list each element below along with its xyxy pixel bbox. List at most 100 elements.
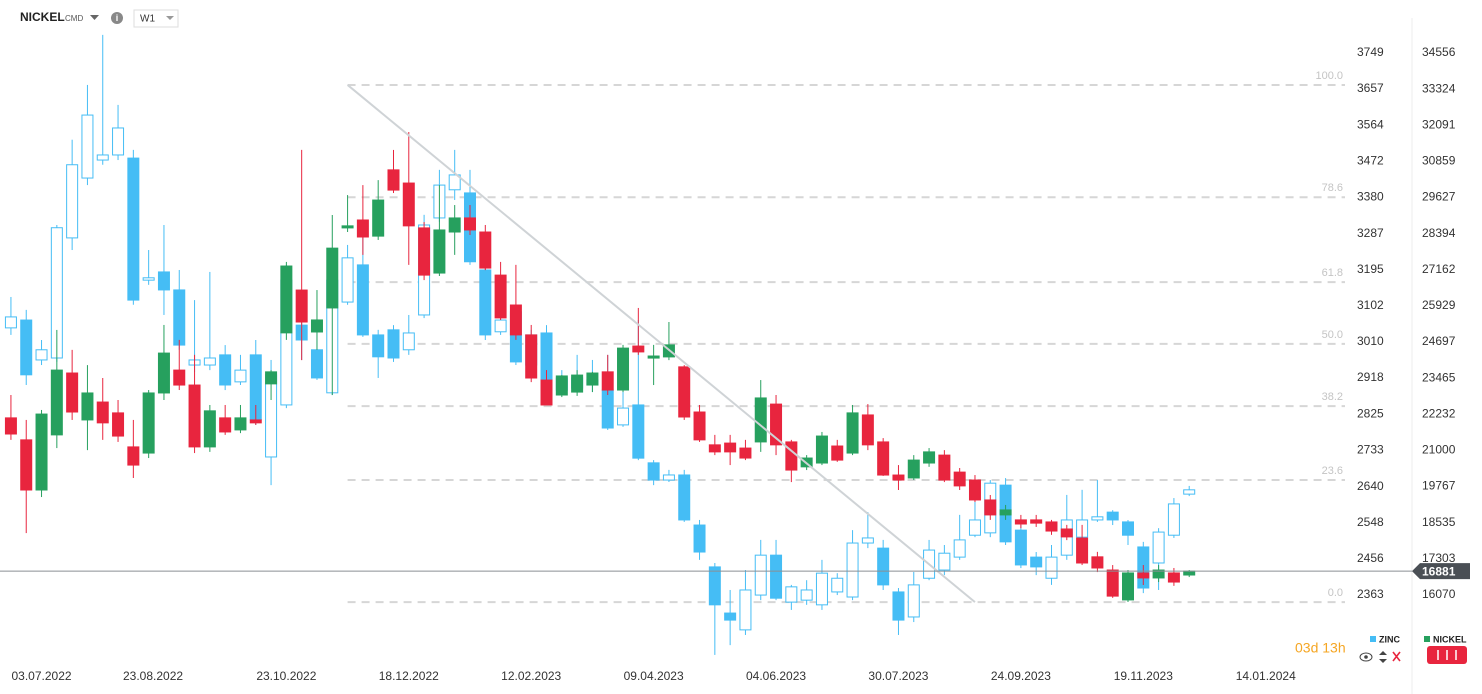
candle-body [846, 542, 859, 598]
candle-body [418, 227, 431, 276]
symbol[interactable]: NICKEL [20, 10, 65, 24]
y2-tick-label: 19767 [1422, 479, 1456, 493]
last-price-badge [1412, 563, 1470, 580]
x-tick-label: 23.10.2022 [256, 669, 316, 683]
x-tick-label: 03.07.2022 [12, 669, 72, 683]
candle-body [356, 219, 369, 238]
candle-body [846, 412, 859, 454]
candle-body [525, 334, 538, 379]
fib-label: 38.2 [1322, 391, 1343, 403]
candle-body [280, 265, 293, 334]
y2-tick-label: 32091 [1422, 117, 1456, 131]
candle-body [815, 572, 828, 606]
settings-glyph [1437, 650, 1457, 660]
candle-body [693, 411, 706, 441]
trendline [346, 84, 976, 603]
legend-swatch [1424, 636, 1430, 642]
candle-body [724, 442, 737, 453]
candle-body [800, 589, 813, 601]
candle-body [953, 471, 966, 487]
candle-body [984, 499, 997, 516]
y-tick-label: 3195 [1357, 262, 1384, 276]
candle-body [295, 289, 308, 323]
candle-body [617, 407, 630, 426]
interval: W1 [140, 14, 155, 25]
remove-icon[interactable] [1392, 651, 1401, 662]
candle-body [938, 552, 951, 571]
candle-body [586, 372, 599, 386]
candle-body [326, 247, 339, 309]
candle-body [402, 332, 415, 351]
symbol-dropdown[interactable] [90, 15, 99, 20]
candle-body [938, 454, 951, 481]
order-icon[interactable] [1379, 651, 1387, 663]
fib-label: 78.6 [1322, 182, 1343, 194]
y-tick-label: 3657 [1357, 81, 1384, 95]
y-tick-label: 2825 [1357, 406, 1384, 420]
y-tick-label: 2363 [1357, 587, 1384, 601]
candle-body [4, 417, 17, 435]
candle-body [341, 257, 354, 303]
candle-body [861, 414, 874, 446]
y2-tick-label: 21000 [1422, 443, 1456, 457]
candle-body [341, 225, 354, 229]
legend-controls [1359, 646, 1467, 664]
candle-body [754, 554, 767, 596]
candle-body [387, 169, 400, 191]
candle-body [1045, 556, 1058, 579]
candle-body [1030, 556, 1043, 568]
candle-body [877, 441, 890, 476]
candle-body [739, 589, 752, 631]
eye-icon[interactable] [1359, 652, 1373, 662]
candle-body [157, 352, 170, 394]
candle-body [157, 271, 170, 291]
candle-body [678, 366, 691, 418]
candle-body [219, 417, 232, 433]
candle-body [1014, 519, 1027, 525]
y2-tick-label: 16070 [1422, 587, 1456, 601]
candle-body [203, 410, 216, 448]
candle-body [66, 372, 79, 413]
info-glyph: i [116, 13, 119, 23]
candle-body [1122, 572, 1134, 601]
candle-body [494, 319, 507, 333]
candle-body [708, 566, 721, 606]
candle-body [372, 334, 385, 358]
candle-body [20, 319, 33, 376]
candle-body [509, 304, 522, 336]
candle-body [1152, 569, 1165, 579]
fib-label: 50.0 [1322, 329, 1343, 341]
interval-select[interactable] [133, 9, 179, 28]
candle-body [601, 389, 614, 429]
candle-body [968, 519, 981, 536]
candle-body [479, 269, 492, 336]
candle-body [754, 397, 767, 443]
y2-tick-label: 27162 [1422, 262, 1456, 276]
candle-body [770, 554, 783, 599]
y2-tick-label: 18535 [1422, 515, 1456, 529]
candle-body [448, 174, 461, 191]
fib-label: 100.0 [1315, 70, 1343, 82]
candle-body [1030, 519, 1043, 524]
candle-body [310, 349, 323, 379]
x-tick-label: 24.09.2023 [991, 669, 1051, 683]
y-tick-label: 3102 [1357, 298, 1384, 312]
candle-body [1183, 570, 1196, 576]
candle-body [861, 537, 874, 544]
candle-body [632, 404, 645, 459]
candle-body [142, 392, 155, 454]
candle-body [479, 231, 492, 269]
candle-body [770, 403, 783, 446]
candle-body [234, 417, 247, 431]
x-tick-label: 09.04.2023 [624, 669, 684, 683]
candle-body [739, 447, 752, 459]
candle-body [678, 474, 691, 521]
candle-body [647, 462, 660, 481]
candle-body [372, 199, 385, 237]
y2-tick-label: 17303 [1422, 551, 1456, 565]
x-tick-label: 18.12.2022 [379, 669, 439, 683]
candle-body [50, 369, 63, 436]
candle-body [310, 319, 323, 333]
info-icon[interactable] [111, 12, 123, 24]
